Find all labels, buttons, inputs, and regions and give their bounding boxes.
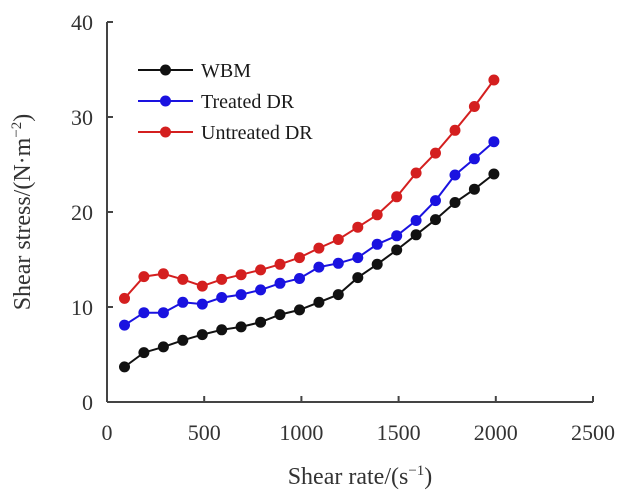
- series-line: [123, 140, 495, 326]
- legend: WBM Treated DR Untreated DR: [138, 60, 313, 144]
- legend-swatch-marker: [160, 64, 171, 76]
- data-point: [294, 304, 305, 316]
- axes: [106, 22, 593, 403]
- y-axis-title-main: Shear stress/(N·m: [10, 137, 36, 310]
- data-point: [119, 361, 130, 373]
- data-point: [449, 197, 461, 208]
- data-point: [332, 257, 344, 269]
- data-point: [255, 316, 267, 328]
- data-point: [410, 167, 422, 179]
- data-point: [157, 307, 169, 319]
- legend-label: WBM: [201, 60, 251, 82]
- data-point: [138, 347, 150, 359]
- series-0: [119, 168, 500, 373]
- data-point: [430, 214, 441, 226]
- data-point: [235, 289, 247, 301]
- x-axis-title-main: Shear rate/(s: [288, 464, 409, 490]
- data-point: [468, 101, 480, 112]
- legend-item: WBM: [138, 60, 251, 82]
- data-point: [177, 296, 189, 308]
- data-point: [216, 292, 228, 303]
- data-point: [391, 244, 403, 256]
- data-point: [313, 242, 325, 254]
- series-1: [119, 136, 500, 331]
- data-point: [274, 258, 286, 270]
- data-point: [332, 234, 344, 245]
- data-point: [274, 309, 286, 321]
- data-point: [157, 268, 169, 280]
- series-line: [123, 79, 495, 300]
- data-point: [449, 124, 461, 136]
- x-tick-label: 500: [188, 420, 221, 445]
- data-point: [468, 183, 480, 195]
- data-point: [313, 296, 325, 308]
- legend-swatch-marker: [160, 95, 171, 107]
- data-point: [216, 273, 228, 285]
- data-point: [294, 252, 305, 264]
- data-point: [196, 329, 208, 341]
- y-tick-label: 30: [71, 105, 93, 130]
- data-point: [371, 258, 383, 270]
- data-point: [488, 168, 500, 180]
- data-point: [352, 272, 364, 284]
- y-axis-title-tail: ): [10, 114, 36, 122]
- data-point: [371, 209, 383, 221]
- data-point: [255, 284, 267, 296]
- data-point: [274, 277, 286, 289]
- data-point: [391, 191, 403, 203]
- data-point: [488, 136, 500, 148]
- y-ticks: 0 10 20 30 40: [71, 10, 113, 415]
- data-point: [352, 221, 364, 233]
- data-point: [235, 321, 247, 333]
- y-tick-label: 40: [71, 10, 93, 35]
- data-point: [410, 215, 422, 226]
- x-axis-title: Shear rate/(s−1): [288, 463, 433, 490]
- y-axis-title: Shear stress/(N·m−2): [9, 114, 36, 311]
- data-point: [332, 289, 344, 301]
- data-point: [410, 229, 422, 241]
- y-axis-title-superscript: −2: [9, 122, 25, 138]
- data-point: [177, 273, 189, 285]
- y-tick-label: 20: [71, 200, 93, 225]
- legend-item: Treated DR: [138, 91, 295, 113]
- data-point: [138, 307, 150, 319]
- series-layer: [119, 74, 500, 373]
- data-point: [352, 252, 364, 264]
- data-point: [216, 324, 228, 336]
- data-point: [449, 169, 461, 181]
- x-tick-label: 0: [102, 420, 113, 445]
- x-tick-label: 2000: [474, 420, 518, 445]
- data-point: [157, 341, 169, 353]
- x-ticks: 0 500 1000 1500 2000 2500: [102, 396, 615, 445]
- legend-swatch-marker: [160, 126, 171, 138]
- y-tick-label: 10: [71, 295, 93, 320]
- data-point: [196, 298, 208, 310]
- data-point: [371, 238, 383, 250]
- x-axis-title-tail: ): [424, 464, 432, 490]
- data-point: [138, 271, 150, 283]
- x-tick-label: 2500: [571, 420, 615, 445]
- data-point: [430, 147, 441, 159]
- x-axis-title-superscript: −1: [408, 463, 424, 479]
- data-point: [255, 264, 267, 276]
- legend-label: Untreated DR: [201, 122, 313, 144]
- x-tick-label: 1500: [377, 420, 421, 445]
- data-point: [488, 74, 500, 86]
- y-tick-label: 0: [82, 390, 93, 415]
- data-point: [391, 230, 403, 242]
- x-tick-label: 1000: [279, 420, 323, 445]
- legend-label: Treated DR: [201, 91, 295, 113]
- data-point: [468, 153, 480, 165]
- legend-item: Untreated DR: [138, 122, 313, 144]
- data-point: [177, 334, 189, 346]
- data-point: [313, 261, 325, 273]
- series-2: [119, 74, 500, 304]
- data-point: [119, 319, 130, 331]
- data-point: [430, 195, 441, 207]
- data-point: [196, 280, 208, 292]
- data-point: [235, 269, 247, 281]
- data-point: [119, 292, 130, 304]
- data-point: [294, 273, 305, 284]
